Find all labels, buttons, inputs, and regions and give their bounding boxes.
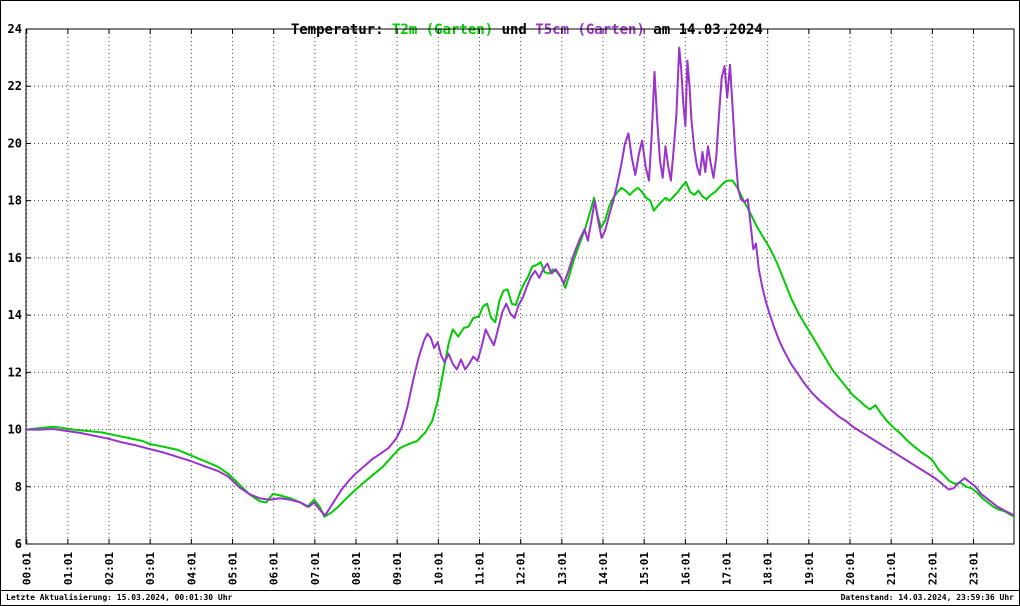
y-axis-label: 14 xyxy=(8,308,22,322)
x-axis-label: 15:01 xyxy=(638,552,651,585)
y-axis-label: 24 xyxy=(8,22,22,36)
y-axis-label: 6 xyxy=(15,537,22,551)
chart-title: Temperatur: T2m (Garten) und T5cm (Garte… xyxy=(1,6,1019,54)
x-axis-label: 19:01 xyxy=(803,552,816,585)
y-axis-label: 10 xyxy=(8,423,22,437)
x-axis-label: 11:01 xyxy=(474,552,487,585)
footer-bar: Letzte Aktualisierung: 15.03.2024, 00:01… xyxy=(1,590,1019,605)
title-series-t2m-label: T2m (Garten) xyxy=(391,22,494,38)
x-axis-label: 14:01 xyxy=(597,552,610,585)
y-axis-label: 8 xyxy=(15,480,22,494)
x-axis-label: 12:01 xyxy=(515,552,528,585)
last-update-text: Letzte Aktualisierung: 15.03.2024, 00:01… xyxy=(6,593,233,602)
x-axis-label: 17:01 xyxy=(721,552,734,585)
y-axis-label: 16 xyxy=(8,251,22,265)
x-axis-label: 20:01 xyxy=(844,552,857,585)
x-axis-label: 08:01 xyxy=(350,552,363,585)
x-axis-label: 13:01 xyxy=(556,552,569,585)
y-axis-label: 22 xyxy=(8,79,22,93)
y-axis-label: 18 xyxy=(8,194,22,208)
x-axis-label: 05:01 xyxy=(227,552,240,585)
x-axis-label: 00:01 xyxy=(21,552,34,585)
plot-border xyxy=(25,28,1015,545)
title-prefix: Temperatur: xyxy=(290,22,392,38)
y-axis-label: 20 xyxy=(8,136,22,150)
y-axis-label: 12 xyxy=(8,365,22,379)
x-axis-label: 16:01 xyxy=(679,552,692,585)
x-axis-label: 23:01 xyxy=(968,552,981,585)
x-axis-label: 22:01 xyxy=(926,552,939,585)
x-axis-label: 03:01 xyxy=(144,552,157,585)
series-line-t5cm xyxy=(25,46,1015,517)
x-axis-label: 04:01 xyxy=(185,552,198,585)
data-timestamp-text: Datenstand: 14.03.2024, 23:59:36 Uhr xyxy=(840,593,1014,602)
x-axis-label: 07:01 xyxy=(309,552,322,585)
x-axis-label: 02:01 xyxy=(103,552,116,585)
x-axis-label: 18:01 xyxy=(762,552,775,585)
title-series-t5cm-label: T5cm (Garten) xyxy=(535,22,645,38)
x-axis-label: 10:01 xyxy=(432,552,445,585)
series-line-t2m xyxy=(25,179,1015,518)
x-axis-label: 09:01 xyxy=(391,552,404,585)
title-suffix: am 14.03.2024 xyxy=(644,22,763,38)
x-axis-label: 06:01 xyxy=(268,552,281,585)
x-axis-label: 21:01 xyxy=(885,552,898,585)
temperature-line-chart: 6 8 10 12 14 16 18 20 22 24 00:01 01:01 02:01 03:01 04… xyxy=(8,22,1015,585)
x-axis-label: 01:01 xyxy=(62,552,75,585)
